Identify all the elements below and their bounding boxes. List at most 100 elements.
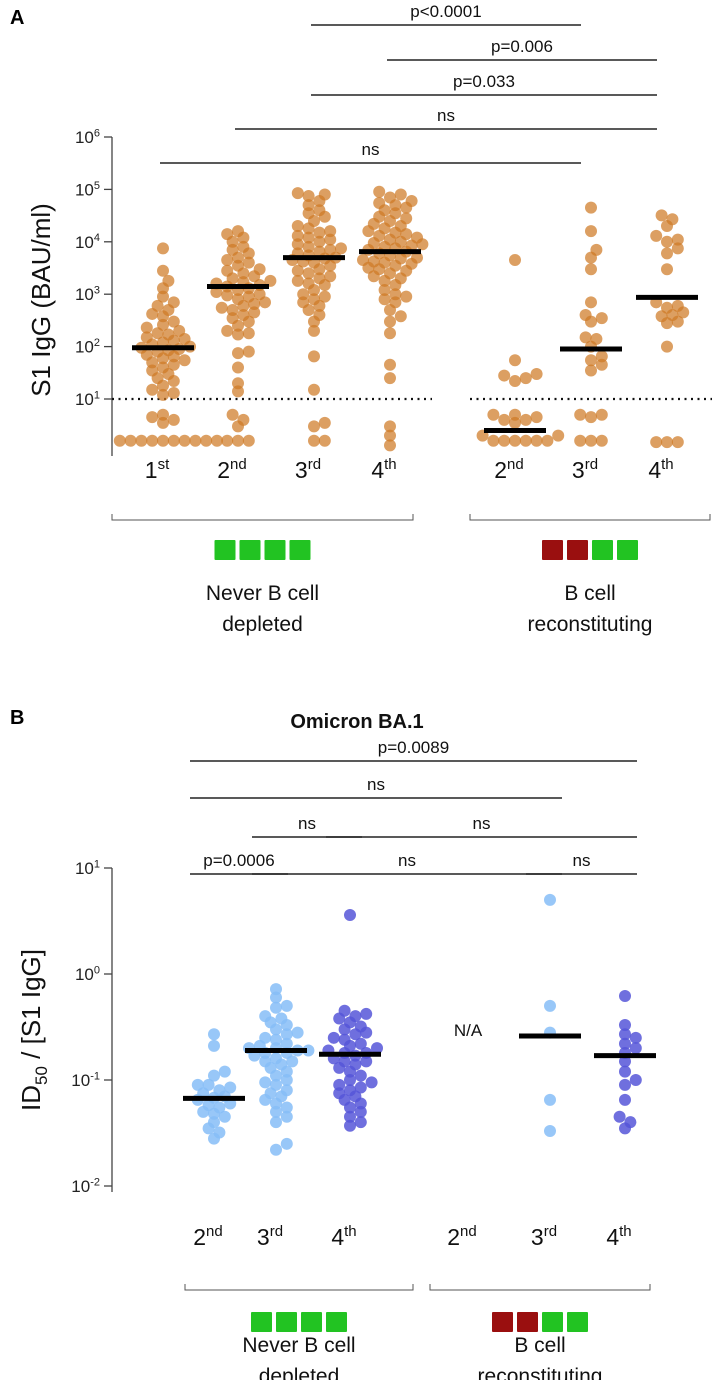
data-point xyxy=(595,408,608,421)
data-point xyxy=(308,383,320,396)
data-point xyxy=(232,328,244,341)
data-point xyxy=(218,1110,231,1123)
data-point xyxy=(619,1037,631,1050)
category-label-sup: th xyxy=(344,1223,357,1240)
data-point xyxy=(354,1116,367,1129)
data-point xyxy=(585,434,597,447)
data-point xyxy=(259,1055,272,1068)
data-point xyxy=(318,188,331,201)
data-point xyxy=(215,301,228,314)
data-point xyxy=(671,299,684,312)
data-point xyxy=(242,327,255,340)
data-point xyxy=(405,195,418,208)
data-point xyxy=(213,1101,226,1114)
y-tick-label: 10-2 xyxy=(71,1176,100,1196)
y-tick-label-sup: 3 xyxy=(94,285,100,297)
data-point xyxy=(344,1110,356,1123)
category-label-base: 4 xyxy=(331,1224,344,1250)
treatment-square xyxy=(592,540,613,560)
category-label-base: 2 xyxy=(193,1224,206,1250)
data-point xyxy=(191,1078,204,1091)
data-point xyxy=(224,1081,237,1094)
data-point xyxy=(585,225,597,238)
data-point xyxy=(487,408,500,421)
category-label-sup: th xyxy=(661,456,674,473)
y-tick-label-sup: -1 xyxy=(90,1070,100,1082)
group-label: B cell xyxy=(564,582,615,605)
category-label: 4th xyxy=(648,456,673,483)
comparison-label: ns xyxy=(362,140,380,159)
category-label-base: 2 xyxy=(447,1224,460,1250)
data-point xyxy=(173,324,186,337)
data-point xyxy=(253,288,266,301)
data-point xyxy=(313,272,326,285)
data-point xyxy=(308,293,320,306)
data-point xyxy=(242,256,255,269)
category-label: 2nd xyxy=(193,1223,222,1250)
y-tick-label-base: 10 xyxy=(75,965,94,984)
data-point xyxy=(313,204,326,217)
data-point xyxy=(619,1093,631,1106)
comparison-label: ns xyxy=(367,775,385,794)
data-point xyxy=(619,1019,631,1032)
category-label: 3rd xyxy=(572,456,598,483)
data-point xyxy=(373,185,386,198)
data-point xyxy=(280,1028,293,1041)
data-point xyxy=(661,235,673,248)
data-point xyxy=(338,1055,351,1068)
category-label-base: 1 xyxy=(145,457,158,483)
data-point xyxy=(400,212,413,225)
data-point xyxy=(291,187,304,200)
data-point xyxy=(213,1084,226,1097)
data-point xyxy=(253,263,266,276)
data-point xyxy=(671,233,684,246)
data-point xyxy=(344,1119,356,1132)
data-point xyxy=(167,296,180,309)
y-tick-label-base: 10 xyxy=(75,233,94,252)
comparison-label: p=0.0006 xyxy=(203,851,274,870)
data-point xyxy=(308,324,320,337)
data-point xyxy=(208,1069,220,1082)
y-tick-label: 100 xyxy=(75,964,100,984)
treatment-square xyxy=(492,1312,513,1332)
data-point xyxy=(208,1028,220,1041)
group-bracket xyxy=(469,514,711,521)
data-point xyxy=(237,309,250,322)
data-point xyxy=(590,243,603,256)
data-point xyxy=(202,1078,215,1091)
y-tick-label-base: 10 xyxy=(75,285,94,304)
data-point xyxy=(585,263,597,276)
comparison-label: ns xyxy=(398,851,416,870)
data-point xyxy=(360,1055,373,1068)
category-label-sup: th xyxy=(384,456,397,473)
data-point xyxy=(324,233,337,246)
data-point xyxy=(291,1026,304,1039)
data-point xyxy=(157,264,169,277)
data-point xyxy=(595,350,608,363)
data-point xyxy=(574,434,587,447)
data-point xyxy=(146,434,159,447)
data-point xyxy=(324,270,337,283)
data-point xyxy=(302,240,315,253)
category-label-base: 3 xyxy=(572,457,585,483)
data-point xyxy=(167,315,180,328)
data-point xyxy=(378,284,391,297)
data-point xyxy=(313,245,326,258)
data-point xyxy=(661,436,673,449)
data-point xyxy=(259,1010,272,1023)
data-point xyxy=(221,228,234,241)
data-point xyxy=(291,220,304,233)
category-label: 3rd xyxy=(257,1223,283,1250)
data-point xyxy=(221,324,234,337)
data-point xyxy=(544,893,556,906)
treatment-square xyxy=(251,1312,272,1332)
data-point xyxy=(574,408,587,421)
treatment-square xyxy=(289,540,311,560)
category-label: 2nd xyxy=(447,1223,476,1250)
group-label: Never B cell xyxy=(206,582,319,605)
category-label: 4th xyxy=(331,1223,356,1250)
data-point xyxy=(629,1031,642,1044)
panel-label-b: B xyxy=(10,707,24,729)
group-label: B cell xyxy=(514,1334,565,1357)
treatment-square xyxy=(542,540,563,560)
